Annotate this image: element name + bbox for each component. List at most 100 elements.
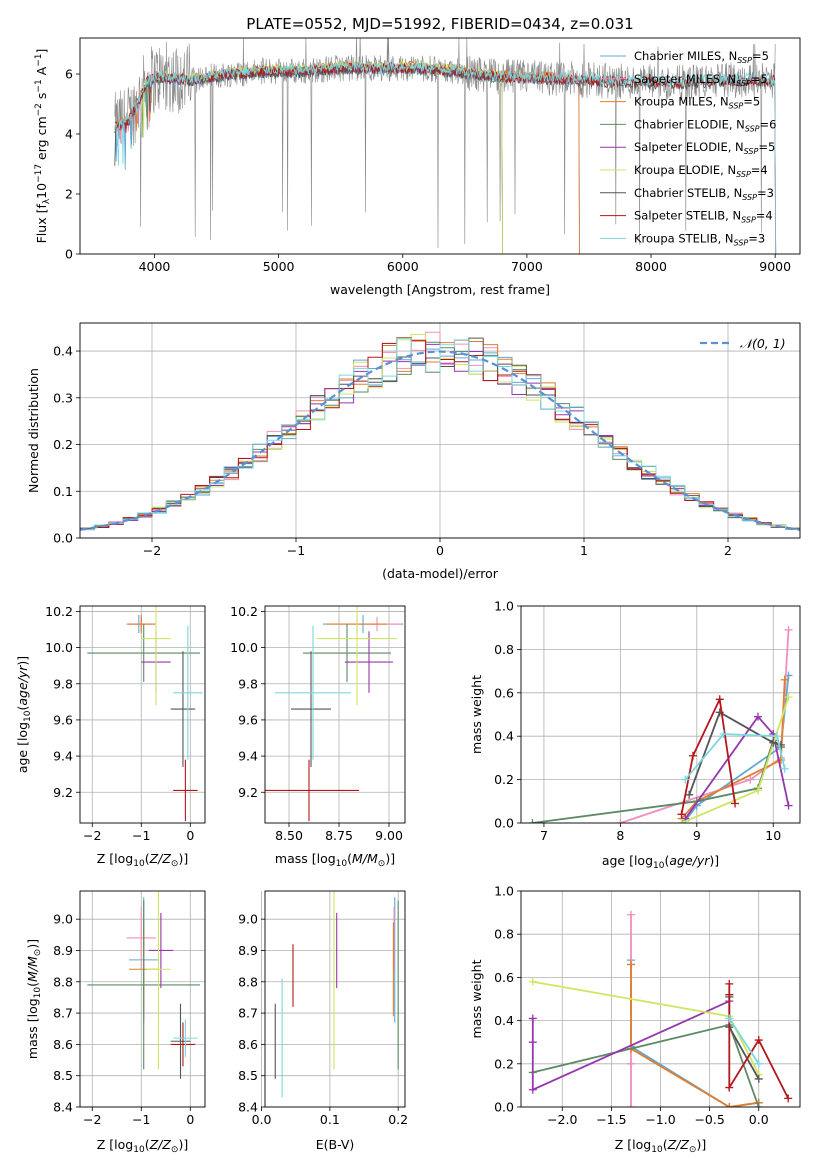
weight-point: [784, 625, 793, 634]
weight-point: [688, 751, 697, 760]
x-axis-label: (data-model)/error: [382, 566, 499, 581]
weight-point: [769, 738, 778, 747]
y-axis-label: age [log10(age/yr)]: [15, 656, 33, 773]
y-tick-label: 0.0: [494, 816, 514, 831]
axes-weight_vs_age: 7 8 9 10 0.0 0.2 0.4 0.6 0.8 1.0: [494, 599, 800, 843]
axes-frame: [79, 37, 801, 255]
y-tick-label: 8.5: [238, 1068, 258, 1083]
legend-label: 𝒩(0, 1): [740, 336, 786, 351]
axes-frame: [520, 890, 801, 1108]
y-tick-label: 8.7: [238, 1006, 258, 1021]
weight-point: [681, 775, 690, 784]
axes-age_vs_Z: −2 −1 0 9.2 9.4 9.6 9.8 10.0 10.2: [45, 604, 205, 843]
y-tick-label: 10.0: [230, 640, 258, 655]
axes-mass_vs_ebv: 0.0 0.1 0.2 8.4 8.5 8.6 8.7 8.8 8.9 9.0: [238, 891, 408, 1127]
y-tick-label: 8.8: [53, 974, 73, 989]
x-tick-label: 0.2: [388, 1112, 408, 1127]
weight-line-salpeter-stelib: [680, 696, 736, 815]
y-tick-label: 9.2: [53, 785, 73, 800]
y-tick-label: 6: [65, 67, 73, 82]
x-axis-label: wavelength [Angstrom, rest frame]: [330, 282, 550, 297]
errorbars-age_vs_Z: [87, 606, 203, 822]
y-tick-label: 0.0: [53, 531, 73, 546]
weight-line-salpeter-elodie: [684, 715, 790, 820]
x-tick-label: −0.5: [694, 1112, 724, 1127]
weight-line-kroupa-miles: [630, 964, 759, 1107]
x-axis-label: E(B-V): [316, 1137, 355, 1152]
errorbars-mass_vs_Z: [87, 891, 201, 1079]
x-tick-label: −2: [143, 543, 161, 558]
y-tick-label: 8.6: [53, 1037, 73, 1052]
weight-point: [677, 810, 686, 819]
axes-frame: [264, 890, 406, 1108]
axes-age_vs_mass: 8.50 8.75 9.00 9.2 9.4 9.6 9.8 10.0 10.2: [230, 604, 405, 843]
figure-title: PLATE=0552, MJD=51992, FIBERID=0434, z=0…: [246, 15, 633, 33]
weight-point: [784, 801, 793, 810]
y-tick-label: 9.8: [53, 676, 73, 691]
y-tick-label: 0.4: [494, 1013, 514, 1028]
axes-frame: [79, 322, 801, 539]
y-axis-label: mass weight: [469, 959, 484, 1038]
x-tick-label: 0.1: [320, 1112, 340, 1127]
weight-point: [754, 1103, 763, 1107]
legend-label: Kroupa ELODIE, NSSP=4: [634, 163, 768, 179]
weight-point: [780, 764, 789, 773]
y-tick-label: 0.8: [494, 927, 514, 942]
weight-point: [627, 1103, 636, 1107]
x-axis-label: age [log10(age/yr)]: [602, 853, 719, 871]
legend-label: Chabrier ELODIE, NSSP=6: [634, 117, 776, 133]
hist-kroupa-stelib: [80, 337, 800, 530]
weight-point: [715, 695, 724, 704]
weight-point: [725, 1014, 734, 1023]
x-tick-label: −1: [287, 543, 305, 558]
weight-point: [719, 730, 728, 739]
y-tick-label: 1.0: [494, 884, 514, 899]
y-tick-label: 8.4: [238, 1100, 258, 1115]
x-tick-label: 7: [540, 828, 548, 843]
axes-frame: [264, 605, 406, 824]
weight-point: [528, 1038, 537, 1047]
weight-point: [753, 786, 762, 795]
axes-frame: [520, 605, 801, 824]
x-tick-label: 9: [693, 828, 701, 843]
y-axis-label: mass [log10(M/M⊙)]: [25, 939, 43, 1059]
y-tick-label: 9.8: [238, 676, 258, 691]
y-tick-label: 0.4: [494, 729, 514, 744]
weight-point: [685, 790, 694, 799]
x-axis-label: mass [log10(M/M⊙)]: [275, 851, 395, 869]
x-tick-label: 8: [616, 828, 624, 843]
x-tick-label: 9.00: [375, 828, 403, 843]
legend-label: Kroupa STELIB, NSSP=3: [634, 231, 765, 247]
weight-lines-weight_vs_Z: [528, 910, 793, 1107]
x-tick-label: 8000: [635, 259, 667, 274]
weight-point: [627, 1059, 636, 1068]
x-tick-label: 6000: [387, 259, 419, 274]
legend-label: Salpeter ELODIE, NSSP=5: [634, 140, 775, 156]
x-tick-label: −2: [83, 1112, 101, 1127]
weight-line-kroupa-miles: [680, 679, 786, 820]
model-spectrum-chabrier-stelib: [114, 63, 777, 254]
y-tick-label: 1.0: [494, 599, 514, 614]
legend-label: Salpeter STELIB, NSSP=4: [634, 209, 773, 225]
x-tick-label: −1.0: [645, 1112, 675, 1127]
weight-point: [731, 799, 740, 808]
weight-point: [754, 1036, 763, 1045]
weight-point: [616, 819, 625, 823]
legend-label: Salpeter MILES, NSSP=5: [634, 72, 768, 88]
y-tick-label: 10.2: [45, 604, 73, 619]
x-tick-label: 0.0: [749, 1112, 769, 1127]
y-tick-label: 0.0: [494, 1100, 514, 1115]
y-tick-label: 8.6: [238, 1037, 258, 1052]
y-tick-label: 0.3: [53, 390, 73, 405]
weight-point: [528, 977, 537, 986]
x-axis-label: Z [log10(Z/Z⊙)]: [97, 851, 188, 869]
y-tick-label: 9.4: [238, 749, 258, 764]
x-tick-label: 8.50: [275, 828, 303, 843]
y-tick-label: 2: [65, 187, 73, 202]
y-tick-label: 8.7: [53, 1006, 73, 1021]
y-tick-label: 0.2: [494, 1056, 514, 1071]
weight-point: [753, 712, 762, 721]
weight-point: [627, 960, 636, 969]
weight-point: [780, 675, 789, 684]
